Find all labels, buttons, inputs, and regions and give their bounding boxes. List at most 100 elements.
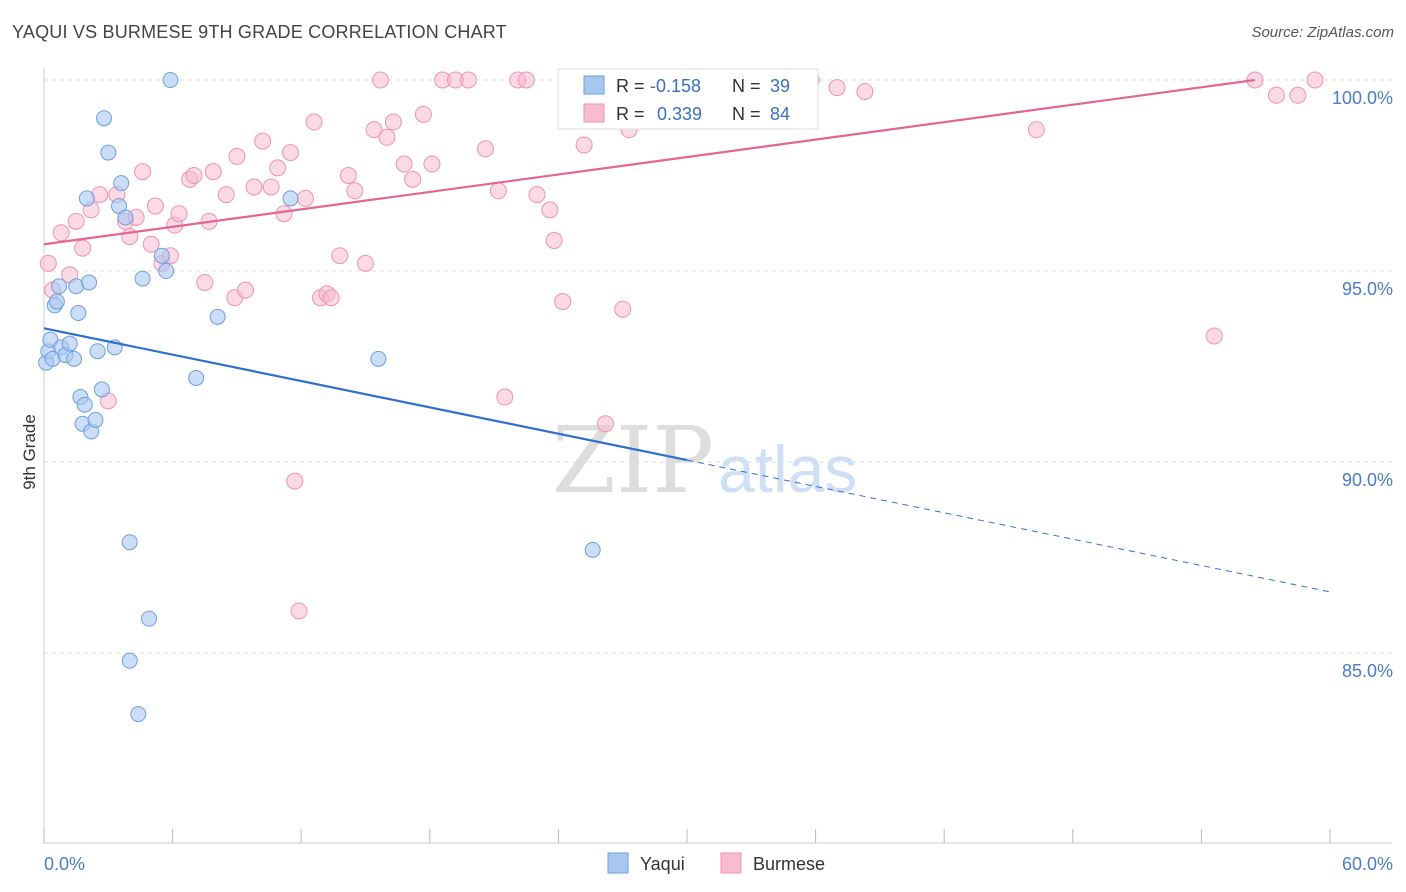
burmese-point [254,132,272,150]
series-legend-swatch-burmese [720,852,742,874]
burmese-point [52,224,70,242]
yaqui-point [76,396,93,413]
yaqui-point [153,247,170,264]
burmese-point [365,121,383,139]
burmese-point [39,254,57,272]
x-tick-label: 60.0% [1342,854,1393,874]
watermark-atlas: atlas [718,432,857,506]
yaqui-point [113,175,130,192]
yaqui-point [584,541,601,558]
trend-lines [43,78,1331,593]
burmese-point [1267,86,1285,104]
legend-r-value-burmese: 0.339 [657,104,702,124]
yaqui-point [370,350,387,367]
burmese-point [414,105,432,123]
burmese-point [575,136,593,154]
burmese-point [614,300,632,318]
yaqui-point [158,263,175,279]
axes [43,68,1392,844]
y-axis-label: 9th Grade [20,414,39,490]
burmese-point [228,147,246,165]
yaqui-point [121,652,138,669]
burmese-point [554,293,572,311]
correlation-legend: R = -0.158 N = 39 R = 0.339 N = 84 [557,68,819,130]
burmese-point [372,71,390,89]
burmese-point [378,128,396,146]
burmese-point [545,231,563,249]
legend-r-label-burmese: R = [616,104,645,124]
yaqui-point [89,343,106,360]
gridlines [44,79,1392,654]
burmese-point [196,273,214,291]
burmese-point [423,155,441,173]
burmese-point [67,212,85,230]
yaqui-point [121,534,138,551]
burmese-point [185,167,203,184]
yaqui-point [282,190,299,207]
y-tick-label: 100.0% [1332,88,1393,108]
burmese-point [404,170,422,188]
legend-n-value-yaqui: 39 [770,76,790,96]
yaqui-point [51,278,68,295]
legend-n-label-burmese: N = [732,104,761,124]
legend-r-value-yaqui: -0.158 [650,76,701,96]
yaqui-point [134,270,151,287]
yaqui-point [66,350,83,367]
burmese-trend-line [43,78,1256,246]
yaqui-point [100,144,117,161]
burmese-point [357,254,374,272]
series-legend-label-burmese: Burmese [753,854,825,874]
legend-swatch-burmese [583,103,605,123]
burmese-point [1306,71,1324,89]
yaqui-point [87,411,104,428]
burmese-points [39,71,1324,620]
burmese-point [322,289,340,307]
burmese-point [134,163,152,181]
burmese-point [459,71,477,89]
burmese-point [217,186,235,204]
legend-r-label-yaqui: R = [616,76,645,96]
burmese-point [305,113,323,131]
burmese-point [477,140,495,158]
yaqui-point [162,72,179,88]
burmese-point [339,167,357,184]
burmese-point [1205,327,1223,345]
burmese-point [856,82,874,100]
y-tick-label: 90.0% [1342,470,1393,490]
burmese-point [597,415,615,433]
burmese-point [170,205,188,223]
yaqui-point [96,110,113,127]
yaqui-point [117,209,134,226]
yaqui-trend-line [43,327,688,462]
burmese-point [517,71,535,89]
legend-n-label-yaqui: N = [732,76,761,96]
x-tick-label: 0.0% [44,854,85,874]
series-legend: Yaqui Burmese [607,852,825,874]
burmese-point [496,388,514,406]
burmese-point [281,144,299,162]
burmese-point [395,155,413,173]
yaqui-point [141,610,158,627]
burmese-point [74,239,92,257]
burmese-point [286,472,304,490]
burmese-point [1027,121,1045,139]
legend-n-value-burmese: 84 [770,104,790,124]
burmese-point [262,178,280,196]
burmese-point [1289,86,1307,104]
yaqui-point [61,335,78,352]
yaqui-point [209,308,226,325]
legend-swatch-yaqui [583,75,605,95]
yaqui-points [38,72,601,723]
burmese-point [236,281,254,299]
burmese-point [275,205,293,223]
burmese-point [331,247,349,265]
burmese-point [346,182,364,200]
burmese-point [384,113,402,131]
burmese-point [528,186,546,204]
burmese-point [142,235,160,253]
burmese-point [541,201,559,219]
source-credit: Source: ZipAtlas.com [1251,24,1394,41]
burmese-point [290,602,308,620]
series-legend-swatch-yaqui [607,852,629,874]
